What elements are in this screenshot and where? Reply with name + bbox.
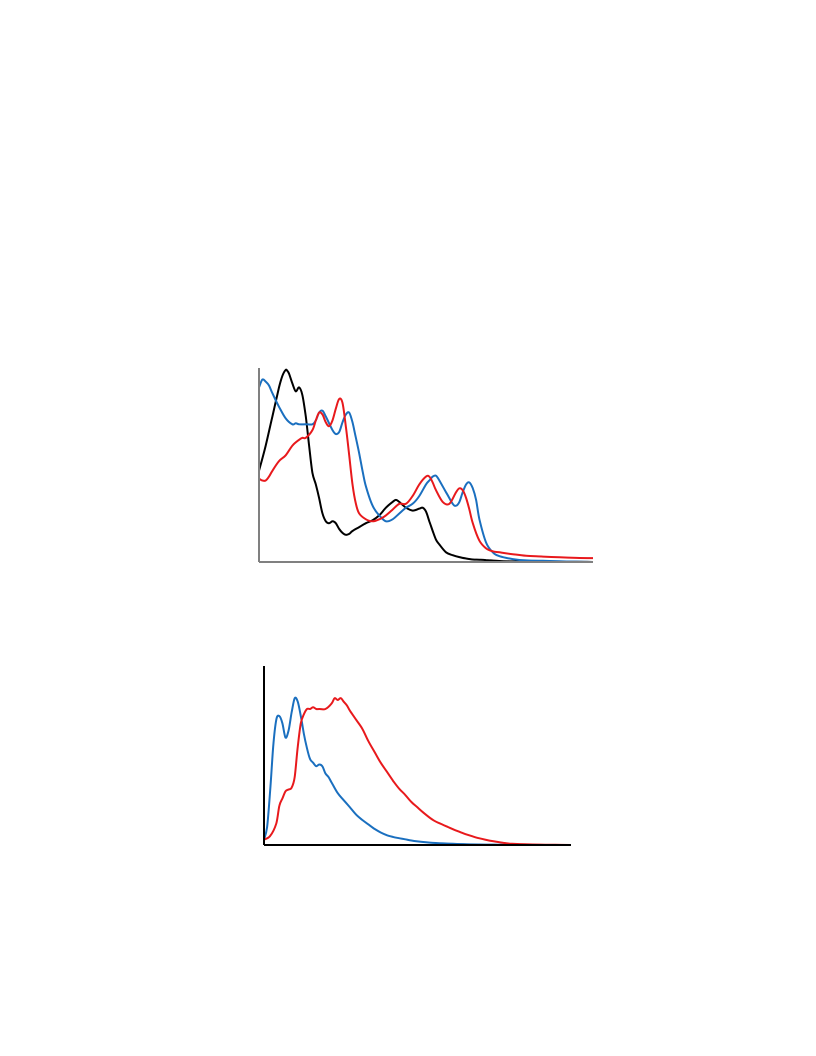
red-trace-line (263, 697, 572, 846)
blue-trace-line (258, 378, 594, 563)
spectrum-chart-lower (263, 666, 572, 846)
blue-trace-line (263, 696, 571, 846)
spectrum-chart-upper (258, 368, 594, 563)
red-trace-line (258, 397, 594, 560)
black-trace-line (258, 368, 594, 563)
